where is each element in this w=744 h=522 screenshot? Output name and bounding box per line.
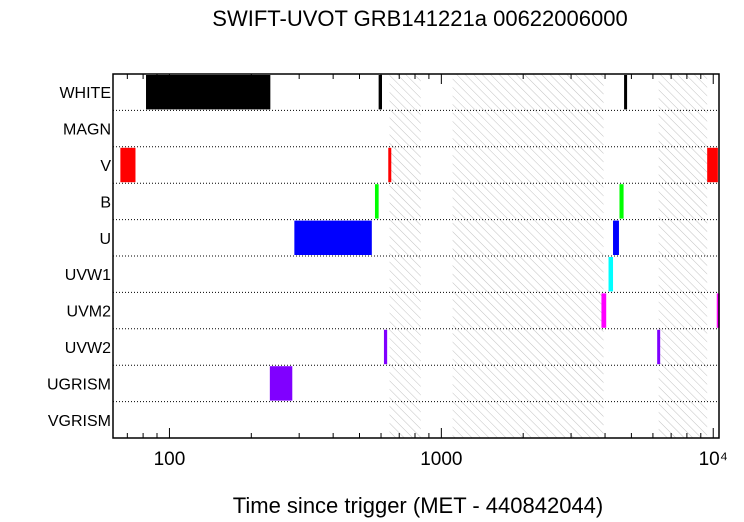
exposure-bar-ugrism-15	[269, 366, 293, 401]
exposure-bar-u-8	[294, 220, 372, 255]
exposure-bar-white-0	[146, 75, 271, 110]
x-tick-label-1000: 1000	[420, 449, 462, 470]
x-tick-label-100: 100	[154, 449, 186, 470]
x-tick-label-10000: 10⁴	[699, 449, 728, 470]
exposure-bar-uvw1-10	[608, 257, 614, 292]
x-axis-ticks: 100 1000 10⁴	[126, 74, 728, 470]
x-axis-label: Time since trigger (MET - 440842044)	[233, 493, 604, 518]
category-label-vgrism: VGRISM	[48, 413, 111, 430]
exposure-bar-v-3	[120, 147, 136, 183]
exposure-bar-b-6	[374, 184, 379, 219]
exposure-bar-v-4	[388, 147, 392, 183]
exposure-bar-u-9	[613, 220, 619, 255]
exposure-bar-uvm2-11	[601, 293, 607, 328]
plot-frame	[112, 73, 720, 439]
category-label-u: U	[99, 231, 111, 248]
exposure-bar-white-2	[624, 75, 628, 110]
chart-title: SWIFT-UVOT GRB141221a 00622006000	[212, 6, 627, 31]
category-label-uvw2: UVW2	[65, 340, 111, 357]
exposure-bars	[120, 75, 720, 401]
exposure-bar-uvw2-13	[383, 329, 388, 365]
exposure-bar-b-7	[619, 184, 624, 219]
exposure-bar-white-1	[378, 75, 383, 110]
category-label-v: V	[100, 158, 111, 175]
gap-region-2	[658, 74, 708, 438]
filter-labels: WHITE MAGN V B U UVW1 UVM2 UVW2 UGRISM VGRISM	[47, 85, 111, 430]
category-label-b: B	[100, 194, 111, 211]
category-label-uvw1: UVW1	[65, 267, 111, 284]
gap-region-0	[389, 74, 421, 438]
category-label-white: WHITE	[59, 85, 111, 102]
category-label-uvm2: UVM2	[67, 304, 112, 321]
exposure-bar-uvw2-14	[657, 329, 661, 365]
row-dividers	[113, 109, 719, 403]
category-label-magn: MAGN	[63, 122, 111, 139]
gap-region-1	[452, 74, 604, 438]
exposure-bar-v-5	[707, 147, 718, 183]
category-label-ugrism: UGRISM	[47, 376, 111, 393]
exposure-bar-uvm2-12	[716, 293, 720, 328]
